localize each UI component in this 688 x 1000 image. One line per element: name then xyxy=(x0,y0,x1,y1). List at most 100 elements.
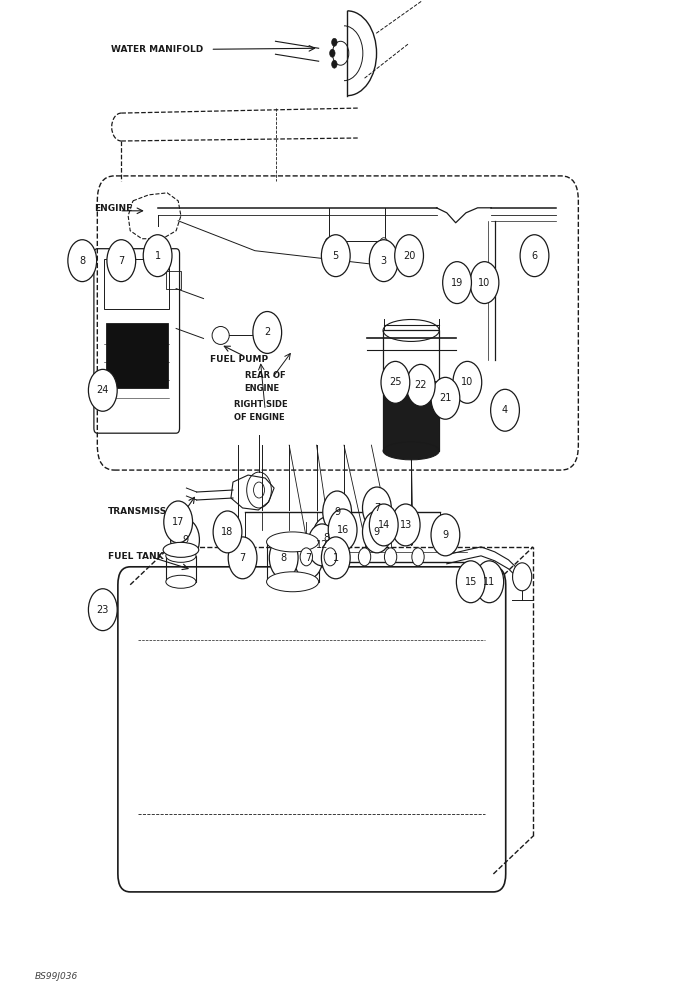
Text: 1: 1 xyxy=(155,251,161,261)
Text: 4: 4 xyxy=(502,405,508,415)
Circle shape xyxy=(381,361,410,403)
Circle shape xyxy=(470,262,499,304)
Text: 7: 7 xyxy=(239,553,246,563)
Circle shape xyxy=(323,491,352,533)
Text: 5: 5 xyxy=(333,251,339,261)
Ellipse shape xyxy=(383,442,439,460)
Text: 10: 10 xyxy=(478,278,491,288)
Text: 8: 8 xyxy=(324,533,330,543)
Bar xyxy=(166,556,196,582)
Circle shape xyxy=(325,238,333,250)
Text: BS99J036: BS99J036 xyxy=(34,972,78,981)
Circle shape xyxy=(324,548,336,566)
Text: 9: 9 xyxy=(334,507,340,517)
Text: 20: 20 xyxy=(403,251,416,261)
Text: FUEL TANK: FUEL TANK xyxy=(107,552,163,561)
Text: ENGINE: ENGINE xyxy=(245,384,280,393)
Circle shape xyxy=(453,361,482,403)
Circle shape xyxy=(321,537,350,579)
Circle shape xyxy=(407,364,435,406)
Circle shape xyxy=(164,501,193,543)
Circle shape xyxy=(330,49,335,57)
Circle shape xyxy=(328,509,357,551)
Text: 7: 7 xyxy=(118,256,125,266)
Circle shape xyxy=(412,548,424,566)
Text: FUEL PUMP: FUEL PUMP xyxy=(211,355,268,364)
Bar xyxy=(105,323,168,388)
Text: 22: 22 xyxy=(414,380,427,390)
Circle shape xyxy=(171,519,200,561)
Text: TRANSMISSION: TRANSMISSION xyxy=(107,507,186,516)
Ellipse shape xyxy=(166,549,196,562)
Text: ENGINE: ENGINE xyxy=(94,204,132,213)
Text: 8: 8 xyxy=(79,256,85,266)
Text: 2: 2 xyxy=(264,327,270,337)
Circle shape xyxy=(213,511,242,553)
Circle shape xyxy=(89,369,117,411)
Text: WATER MANIFOLD: WATER MANIFOLD xyxy=(111,45,204,54)
Bar xyxy=(383,330,439,451)
Circle shape xyxy=(475,561,504,603)
Text: 18: 18 xyxy=(222,527,234,537)
Ellipse shape xyxy=(163,542,199,557)
Text: 13: 13 xyxy=(400,520,412,530)
Text: 10: 10 xyxy=(461,377,473,387)
Circle shape xyxy=(68,240,96,282)
Text: 6: 6 xyxy=(531,251,537,261)
Text: 12: 12 xyxy=(316,540,328,550)
Circle shape xyxy=(395,235,424,277)
Text: 24: 24 xyxy=(96,385,109,395)
Circle shape xyxy=(228,537,257,579)
Text: 17: 17 xyxy=(172,517,184,527)
Text: OF ENGINE: OF ENGINE xyxy=(235,413,285,422)
Text: 15: 15 xyxy=(464,577,477,587)
Text: REAR OF: REAR OF xyxy=(245,371,286,380)
Circle shape xyxy=(520,235,549,277)
Circle shape xyxy=(107,240,136,282)
Circle shape xyxy=(391,504,420,546)
Text: 14: 14 xyxy=(378,520,390,530)
Circle shape xyxy=(253,312,281,353)
Circle shape xyxy=(442,262,471,304)
Circle shape xyxy=(380,255,388,267)
Bar xyxy=(104,259,169,309)
Text: 23: 23 xyxy=(96,605,109,615)
Circle shape xyxy=(294,537,323,579)
Text: 19: 19 xyxy=(451,278,463,288)
Text: 8: 8 xyxy=(281,553,287,563)
Circle shape xyxy=(143,235,172,277)
Circle shape xyxy=(332,38,337,46)
Circle shape xyxy=(431,514,460,556)
Text: 11: 11 xyxy=(483,577,495,587)
Text: 21: 21 xyxy=(439,393,451,403)
Circle shape xyxy=(363,511,391,553)
Circle shape xyxy=(321,235,350,277)
Circle shape xyxy=(363,487,391,529)
Text: RIGHT SIDE: RIGHT SIDE xyxy=(235,400,288,409)
Circle shape xyxy=(513,563,532,591)
Circle shape xyxy=(325,255,333,267)
Bar xyxy=(166,271,181,289)
Ellipse shape xyxy=(166,575,196,588)
Circle shape xyxy=(269,537,298,579)
Text: 16: 16 xyxy=(336,525,349,535)
Circle shape xyxy=(369,504,398,546)
Ellipse shape xyxy=(266,572,319,592)
Circle shape xyxy=(431,377,460,419)
Circle shape xyxy=(89,589,117,631)
Circle shape xyxy=(380,238,388,250)
Text: 9: 9 xyxy=(182,535,188,545)
Text: 7: 7 xyxy=(305,553,312,563)
Text: 9: 9 xyxy=(442,530,449,540)
Circle shape xyxy=(358,548,371,566)
Circle shape xyxy=(312,517,341,559)
Text: 1: 1 xyxy=(333,553,338,563)
Bar xyxy=(266,542,319,582)
Circle shape xyxy=(369,240,398,282)
Ellipse shape xyxy=(266,532,319,552)
Circle shape xyxy=(332,60,337,68)
Circle shape xyxy=(456,561,485,603)
Text: 25: 25 xyxy=(389,377,402,387)
Bar xyxy=(383,381,439,451)
Circle shape xyxy=(300,548,312,566)
